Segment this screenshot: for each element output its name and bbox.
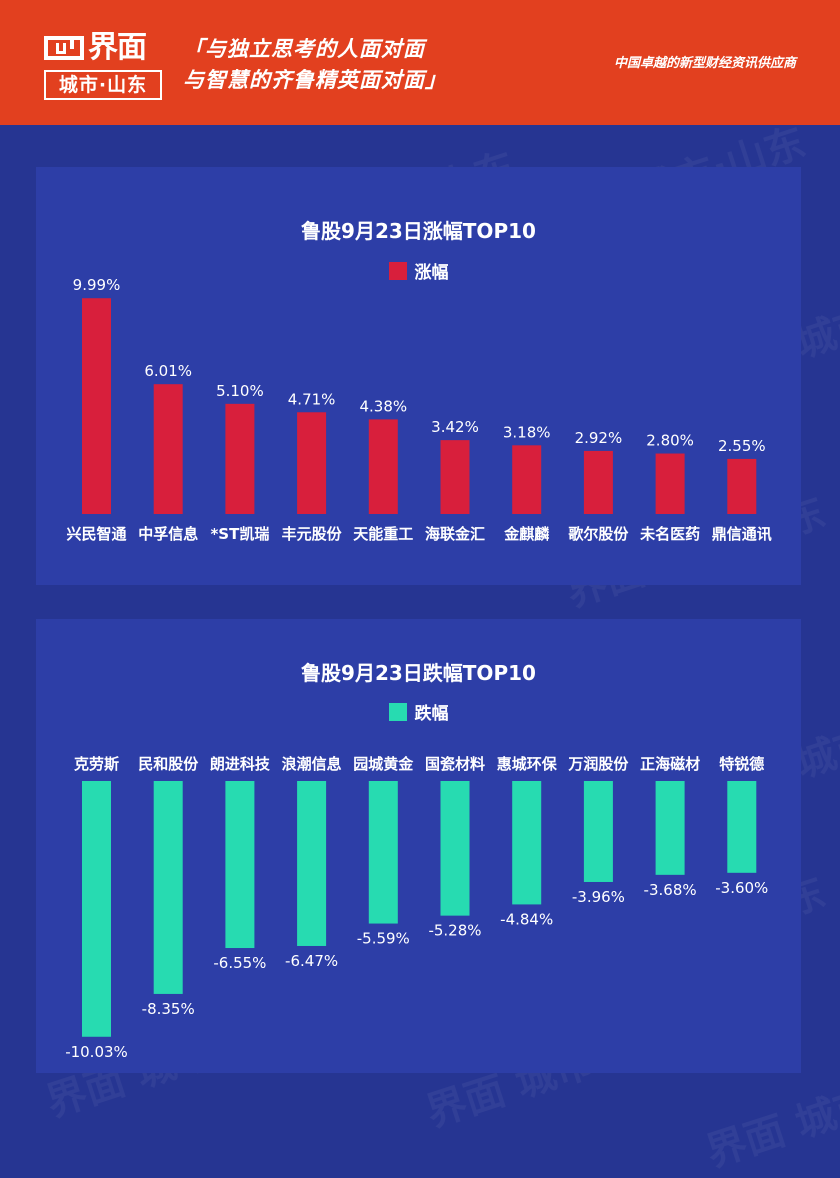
gain-category-label: 天能重工 [353,525,413,543]
logo: 界面 城市·山东 [44,30,162,100]
gain-bar [225,403,255,514]
loss-bar [225,781,255,949]
gain-bar [512,445,542,514]
header-banner: 界面 城市·山东 「与独立思考的人面对面 与智慧的齐鲁精英面对面」 中国卓越的新… [0,0,840,125]
losers-chart-panel: 鲁股9月23日跌幅TOP10 跌幅 -10.03% 克劳斯 -8.35% 民和股份 -6… [36,619,801,1073]
gain-category-label: 未名医药 [639,525,700,543]
gain-value-label: 5.10% [216,382,264,400]
gain-category-label: 鼎信通讯 [712,525,772,543]
loss-bar [297,781,327,946]
loss-category-label: 浪潮信息 [282,755,342,773]
gain-bar [583,450,613,514]
gain-bar [368,419,398,514]
loss-bar [727,781,757,873]
loss-value-label: -8.35% [142,1000,195,1018]
gain-bar [153,384,183,514]
loss-category-label: 惠城环保 [497,755,558,773]
tagline: 中国卓越的新型财经资讯供应商 [613,56,796,71]
gainers-chart-panel: 鲁股9月23日涨幅TOP10 涨幅 9.99% 兴民智通 6.01% 中孚信息 5.10… [36,167,801,585]
losers-legend: 跌幅 [36,699,801,724]
losers-chart-title: 鲁股9月23日跌幅TOP10 [301,661,536,685]
gainers-chart-title: 鲁股9月23日涨幅TOP10 [301,219,536,243]
gain-value-label: 2.80% [646,432,694,450]
gain-bar [655,453,685,514]
loss-category-label: 国瓷材料 [425,755,485,773]
gain-category-label: 海联金汇 [425,525,485,543]
loss-category-label: 园城黄金 [353,755,414,773]
gainers-legend-label: 涨幅 [414,263,449,283]
gain-category-label: 金麒麟 [503,525,550,543]
losers-bar-chart: -10.03% 克劳斯 -8.35% 民和股份 -6.55% 朗进科技 -6.47% 浪潮信息… [65,755,768,1061]
loss-category-label: 万润股份 [567,755,629,773]
logo-city: 城市·山东 [44,70,162,100]
gain-category-label: *ST凯瑞 [210,525,269,543]
loss-value-label: -5.28% [428,922,481,940]
loss-bar [440,781,470,916]
gain-category-label: 兴民智通 [66,525,126,543]
slogan-line-2: 与智慧的齐鲁精英面对面」 [183,68,447,92]
loss-value-label: -3.68% [644,881,697,899]
loss-value-label: -6.47% [285,952,338,970]
loss-category-label: 正海磁材 [640,755,700,773]
loss-value-label: -10.03% [65,1043,128,1061]
loss-category-label: 特锐德 [719,755,764,773]
gainers-bar-chart: 9.99% 兴民智通 6.01% 中孚信息 5.10% *ST凯瑞 4.71% 丰元股份 4.3… [66,276,772,543]
gain-value-label: 3.42% [431,418,479,436]
gain-value-label: 6.01% [144,362,192,380]
gain-value-label: 2.55% [718,437,766,455]
losers-legend-label: 跌幅 [414,704,449,724]
gain-value-label: 4.71% [288,390,336,408]
loss-category-label: 克劳斯 [74,755,119,773]
gain-category-label: 丰元股份 [282,525,343,543]
gain-value-label: 4.38% [359,397,407,415]
gain-value-label: 3.18% [503,423,551,441]
loss-bar [655,781,685,875]
gainers-legend: 涨幅 [36,258,801,283]
slogan-line-1: 「与独立思考的人面对面 [183,37,425,61]
logo-name: 界面 [88,30,147,65]
loss-category-label: 民和股份 [138,755,199,773]
loss-category-label: 朗进科技 [210,755,271,773]
loss-value-label: -6.55% [213,954,266,972]
loss-value-label: -5.59% [357,930,410,948]
gain-bar [440,440,470,514]
loss-bar [368,781,398,924]
losers-legend-swatch [388,702,407,721]
gain-bar [297,412,327,514]
loss-bar [82,781,111,1037]
gain-bar [82,298,111,514]
gainers-legend-swatch [388,261,407,280]
loss-value-label: -4.84% [500,910,553,928]
loss-bar [583,781,613,882]
gain-value-label: 2.92% [575,429,623,447]
loss-value-label: -3.96% [572,888,625,906]
gain-category-label: 歌尔股份 [568,525,629,543]
gain-bar [727,458,757,514]
jiemian-logo-icon [44,36,84,60]
slogan: 「与独立思考的人面对面 与智慧的齐鲁精英面对面」 [183,34,447,96]
gain-value-label: 9.99% [73,276,121,294]
loss-value-label: -3.60% [715,879,768,897]
gain-category-label: 中孚信息 [138,525,198,543]
loss-bar [153,781,183,994]
loss-bar [512,781,542,905]
